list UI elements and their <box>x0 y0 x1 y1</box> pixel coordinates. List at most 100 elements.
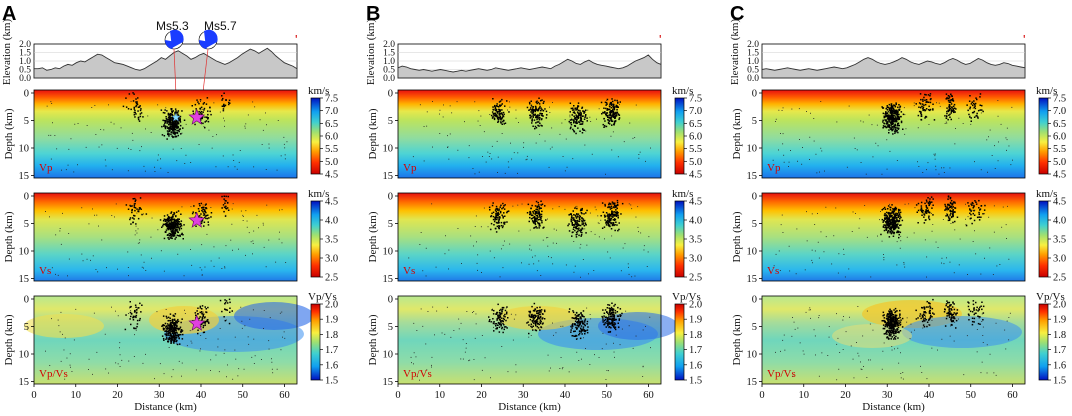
panel-letter: B <box>366 3 380 25</box>
depth-axis-label: Depth (km) <box>731 108 743 159</box>
depth-tick: 5 <box>752 116 757 127</box>
depth-tick: 0 <box>24 192 29 203</box>
row-label: Vs <box>39 265 51 277</box>
elevation-axis-label: Elevation (km) <box>365 19 377 86</box>
elevation-tick: 0.5 <box>383 66 395 76</box>
colorbar-tick: 3.5 <box>1053 235 1066 246</box>
distance-axis: 0 10 20 30 40 50 60 Distance (km) <box>395 384 654 413</box>
distance-tick: 50 <box>965 390 976 401</box>
elevation-tick: 2.0 <box>747 40 759 50</box>
colorbar-tick: 6.5 <box>1053 119 1066 130</box>
distance-axis-label: Distance (km) <box>134 401 197 413</box>
distance-tick: 60 <box>643 390 654 401</box>
depth-axis-label: Depth (km) <box>367 211 379 262</box>
row-vs: Vs 0 5 10 15 Depth (km) km/s4.5 4.0 3.5 3.0 2.5 <box>3 188 338 285</box>
distance-tick: 30 <box>882 390 893 401</box>
row-label: Vp <box>767 162 781 174</box>
colorbar-tick: 3.0 <box>689 254 702 265</box>
distance-tick: 60 <box>279 390 290 401</box>
depth-tick: 0 <box>24 89 29 100</box>
foreshock-star-icon <box>171 112 181 122</box>
colorbar-tick: 7.5 <box>325 94 338 105</box>
row-vp: Vp 0 5 10 15 Depth (km) km/s7.57.0 6.5 6.05.5 5.0… <box>731 85 1066 182</box>
colorbar-tick: 7.0 <box>325 106 338 117</box>
elevation-axis-label: Elevation (km) <box>729 19 741 86</box>
elevation-tick: 1.0 <box>19 57 31 67</box>
colorbar <box>1038 200 1049 278</box>
depth-tick: 10 <box>383 144 394 155</box>
depth-tick: 15 <box>19 274 30 285</box>
colorbar <box>310 303 321 381</box>
distance-tick: 30 <box>518 390 529 401</box>
depth-tick: 5 <box>752 322 757 333</box>
depth-tick: 0 <box>24 295 29 306</box>
colorbar-tick: 3.0 <box>1053 254 1066 265</box>
row-label: Vp <box>39 162 53 174</box>
row-vp: Vp 0 5 10 15 Depth (km) km/s7.57.0 6.5 6.05.5 5.0… <box>3 85 338 182</box>
depth-tick: 10 <box>747 350 758 361</box>
row-label: Vp/Vs <box>403 368 432 380</box>
elevation-tick: 0.0 <box>383 74 395 84</box>
colorbar-tick: 2.0 <box>325 300 338 311</box>
colorbar-tick: 2.5 <box>689 273 702 284</box>
elevation-profile: 2.01.51.00.50.0 Elevation (km) <box>729 19 1026 86</box>
velocity-field <box>34 90 297 178</box>
colorbar <box>674 97 685 175</box>
distance-tick: 20 <box>840 390 851 401</box>
depth-tick: 0 <box>388 192 393 203</box>
colorbar-tick: 1.9 <box>689 315 702 326</box>
colorbar-unit: km/s <box>672 85 693 97</box>
elevation-tick: 1.0 <box>383 57 395 67</box>
depth-tick: 15 <box>747 171 758 182</box>
profile-end-prime: ' <box>659 32 661 47</box>
depth-axis-label: Depth (km) <box>731 314 743 365</box>
seismicity-dots <box>773 195 1010 278</box>
elevation-tick: 0.5 <box>747 66 759 76</box>
depth-tick: 15 <box>383 274 394 285</box>
distance-axis: 0 10 20 30 40 50 60 Distance (km) <box>31 384 290 413</box>
elevation-tick: 0.0 <box>747 74 759 84</box>
row-vs: Vs 0 5 10 15 Depth (km) km/s4.5 4.0 3.5 3.0 2.5 <box>367 188 702 285</box>
colorbar-tick: 7.0 <box>1053 106 1066 117</box>
elevation-tick: 0.5 <box>19 66 31 76</box>
magnitude-label: Ms5.7 <box>204 19 237 33</box>
seismicity-dots <box>410 302 651 381</box>
seismicity-dots <box>772 93 1013 175</box>
depth-tick: 10 <box>747 247 758 258</box>
colorbar-unit: km/s <box>1036 188 1057 200</box>
depth-tick: 15 <box>383 171 394 182</box>
colorbar <box>674 200 685 278</box>
colorbar-tick: 1.7 <box>689 345 702 356</box>
depth-tick: 0 <box>752 295 757 306</box>
depth-axis-label: Depth (km) <box>3 314 15 365</box>
elevation-axis-label: Elevation (km) <box>1 19 13 86</box>
colorbar-tick: 1.6 <box>1053 360 1066 371</box>
colorbar-tick: 1.5 <box>1053 376 1066 387</box>
colorbar-tick: 4.5 <box>1053 197 1066 208</box>
depth-axis-label: Depth (km) <box>3 108 15 159</box>
depth-tick: 5 <box>388 116 393 127</box>
colorbar-unit: km/s <box>1036 85 1057 97</box>
colorbar-tick: 5.0 <box>325 157 338 168</box>
terrain-profile <box>397 54 662 79</box>
seismicity-dots <box>45 195 287 277</box>
colorbar-tick: 1.8 <box>325 330 338 341</box>
colorbar-tick: 1.6 <box>689 360 702 371</box>
colorbar-tick: 4.5 <box>1053 170 1066 181</box>
distance-tick: 20 <box>112 390 123 401</box>
mainshock-star-icon <box>188 108 206 125</box>
row-vs: Vs 0 5 10 15 Depth (km) km/s4.5 4.0 3.5 3.0 2.5 <box>731 188 1066 285</box>
seismicity-dots <box>46 92 288 173</box>
distance-tick: 20 <box>476 390 487 401</box>
colorbar-tick: 1.8 <box>689 330 702 341</box>
colorbar <box>1038 97 1049 175</box>
panel-letter: C <box>730 3 744 25</box>
depth-tick: 15 <box>19 377 30 388</box>
row-label: Vp/Vs <box>39 368 68 380</box>
colorbar-tick: 4.5 <box>689 170 702 181</box>
